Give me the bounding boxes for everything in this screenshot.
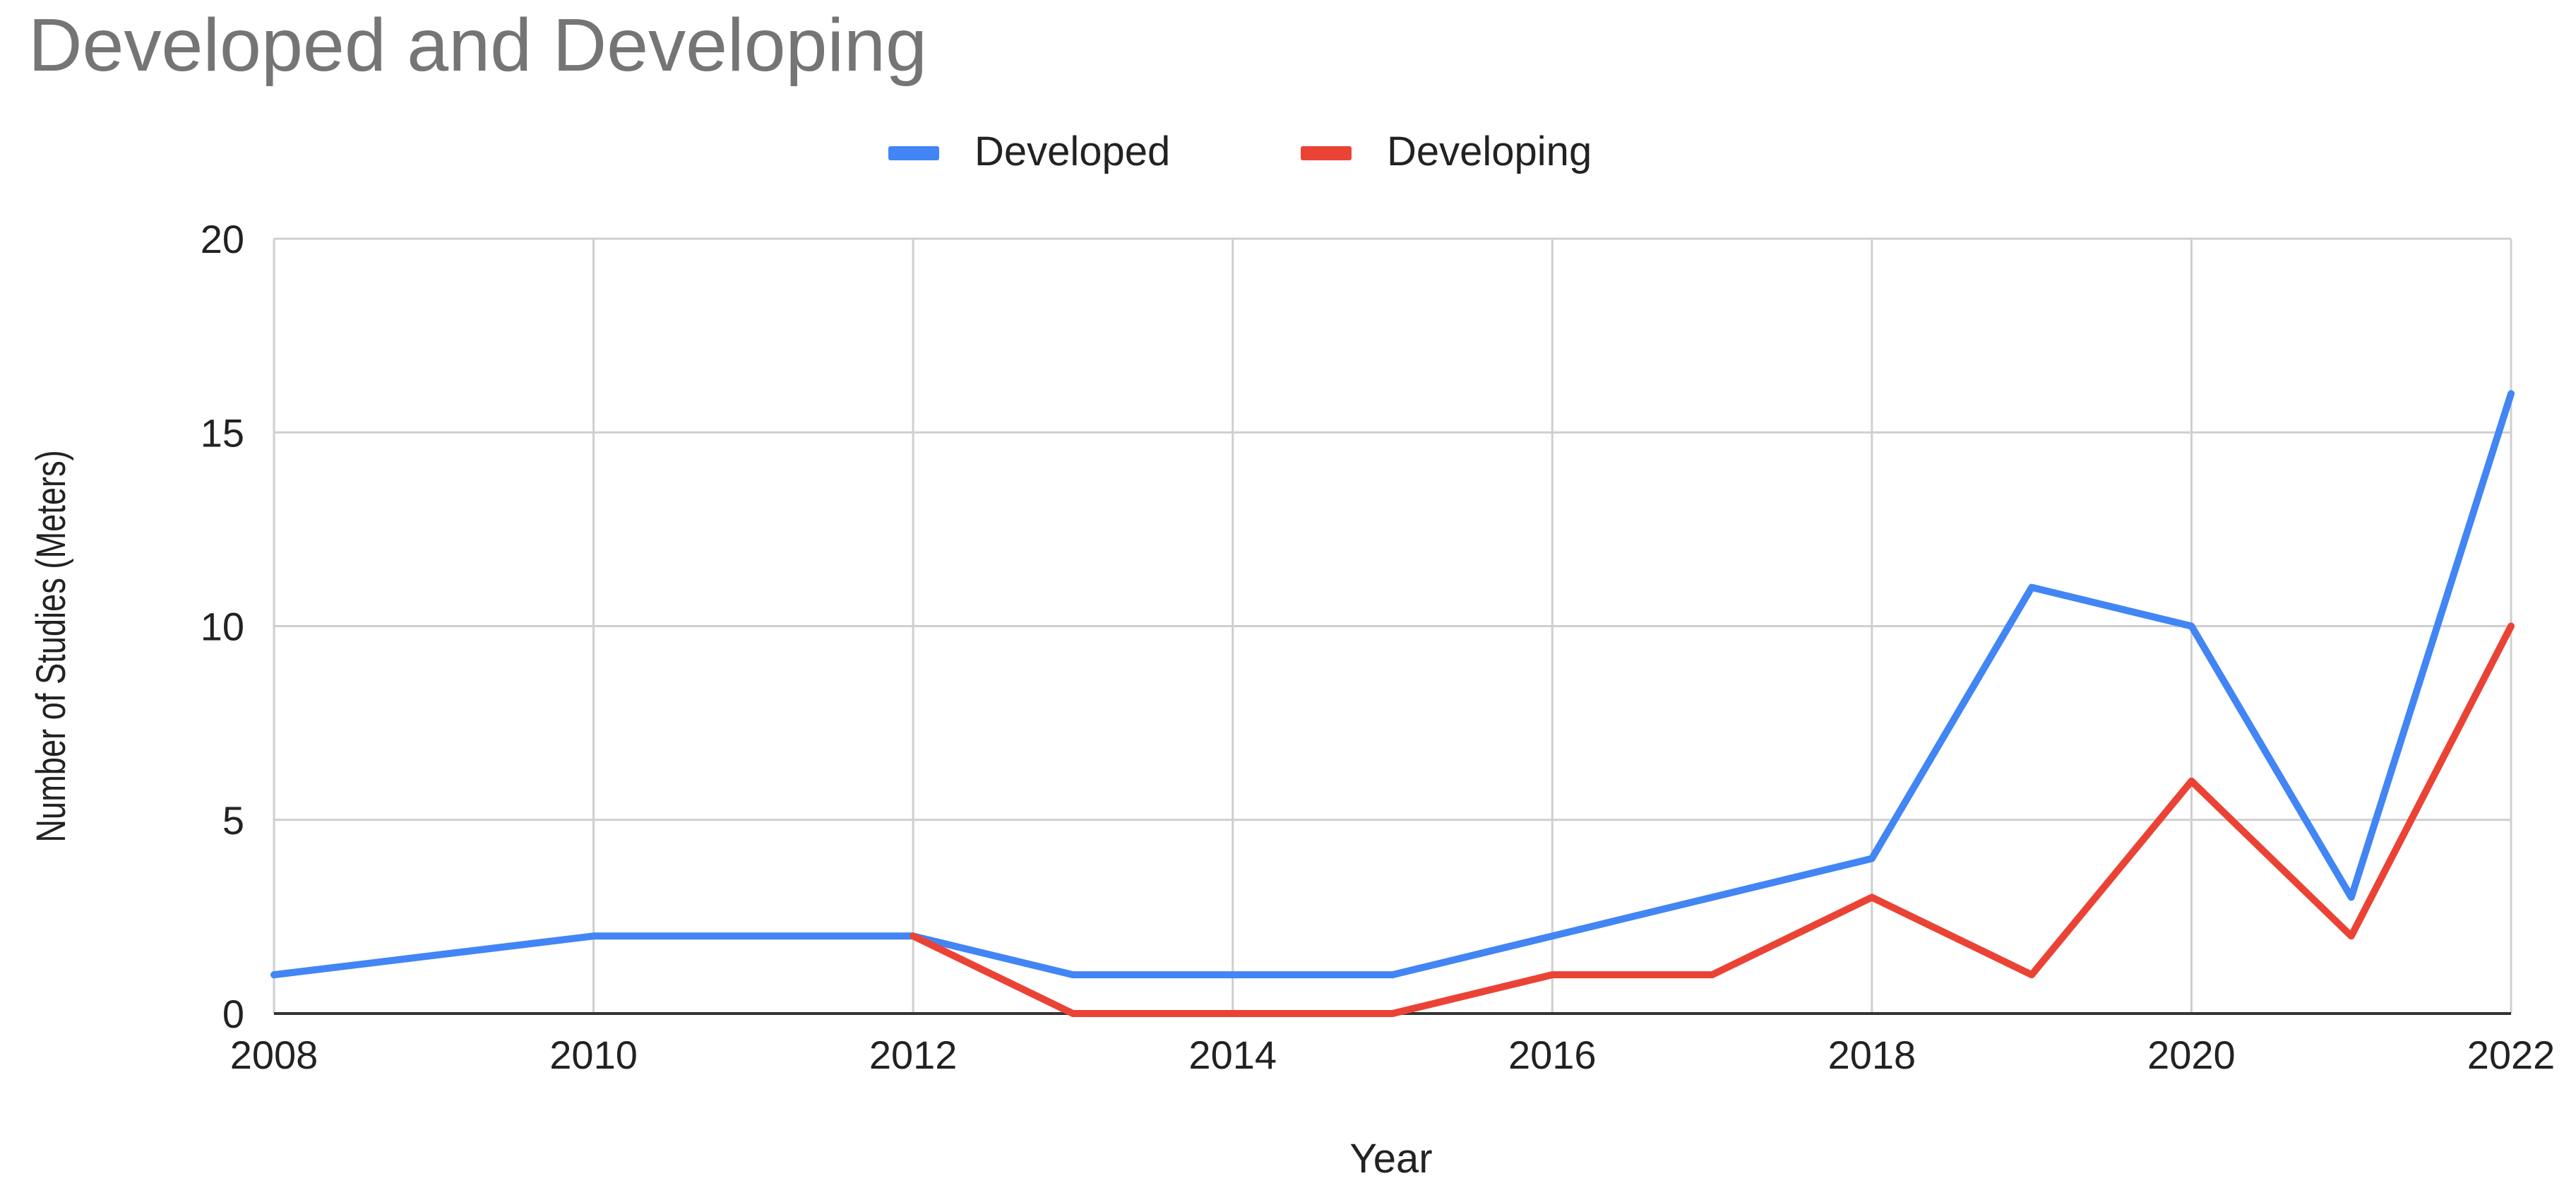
y-tick-label: 20 [201, 217, 244, 261]
chart-title: Developed and Developing [28, 4, 927, 87]
legend-swatch-developing [1301, 146, 1352, 160]
legend: Developed Developing [888, 129, 1592, 174]
legend-swatch-developed [888, 146, 939, 160]
x-tick-label: 2016 [1508, 1033, 1597, 1077]
legend-label-developing: Developing [1387, 129, 1592, 174]
x-tick-label: 2010 [549, 1033, 638, 1077]
x-tick-label: 2008 [230, 1033, 318, 1077]
series-line-developed [270, 390, 2515, 979]
y-axis-title: Number of Studies (Meters) [29, 450, 75, 842]
y-tick-label: 10 [201, 605, 244, 649]
y-tick-label: 5 [222, 798, 244, 843]
x-tick-label: 2020 [2147, 1033, 2236, 1077]
legend-label-developed: Developed [974, 129, 1170, 174]
legend-item-developing: Developing [1301, 129, 1592, 174]
x-tick-label: 2012 [869, 1033, 958, 1077]
x-tick-label: 2014 [1188, 1033, 1277, 1077]
axes: 0 5 10 15 20 2008 2010 2012 2014 2016 2018 2020 2022 [201, 217, 2556, 1077]
y-tick-label: 0 [222, 992, 244, 1036]
series-line-developing [910, 622, 2515, 1017]
series [270, 390, 2515, 1017]
legend-item-developed: Developed [888, 129, 1170, 174]
y-tick-label: 15 [201, 410, 244, 455]
x-tick-label: 2022 [2467, 1033, 2556, 1077]
x-tick-label: 2018 [1828, 1033, 1916, 1077]
grid [273, 237, 2512, 1014]
x-axis-title: Year [1349, 1136, 1432, 1182]
